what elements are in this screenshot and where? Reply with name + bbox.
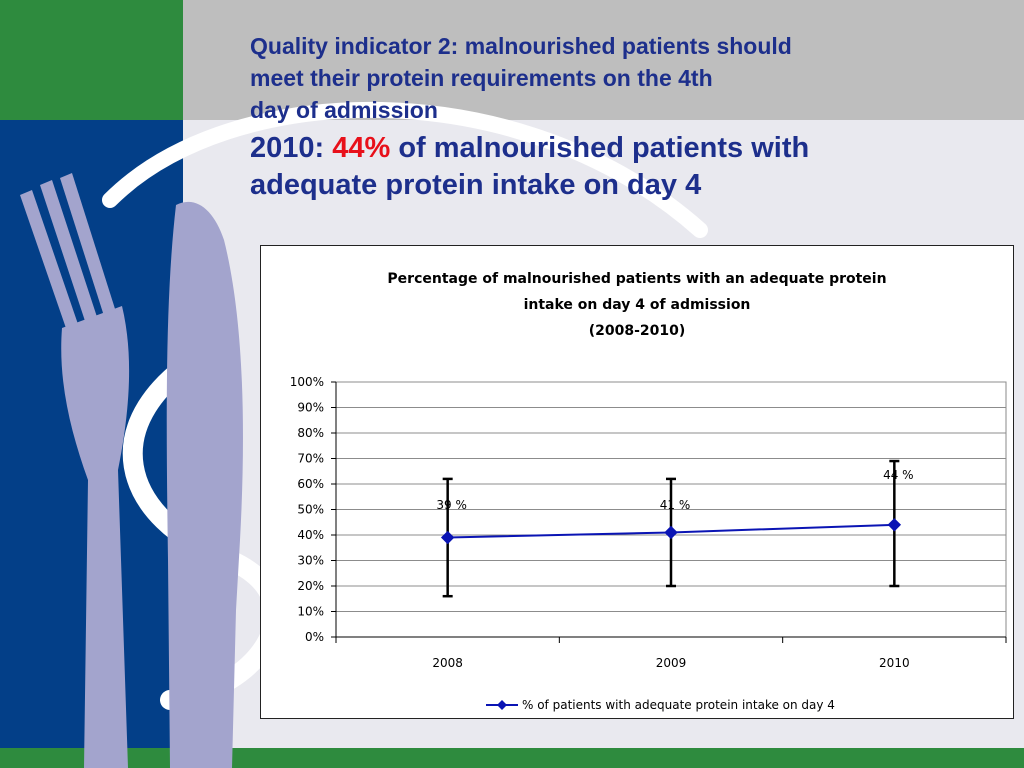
chart-title: Percentage of malnourished patients with…	[261, 266, 1013, 344]
data-point	[664, 525, 678, 540]
subtitle-prefix: 2010:	[250, 132, 333, 164]
chart-title-line: (2008-2010)	[588, 323, 686, 339]
chart-title-line: Percentage of malnourished patients with…	[387, 271, 887, 287]
subtitle-rest: of malnourished patients with	[390, 132, 810, 164]
x-tick-label: 2010	[879, 656, 910, 670]
y-tick-label: 50%	[297, 503, 324, 517]
legend-label: % of patients with adequate protein inta…	[522, 698, 835, 712]
green-top-band	[0, 0, 183, 120]
subtitle-highlight: 44%	[332, 132, 391, 164]
data-point	[887, 518, 902, 532]
y-tick-label: 100%	[290, 375, 324, 389]
x-tick-label: 2009	[656, 656, 687, 670]
x-tick-label: 2008	[432, 656, 463, 670]
grey-top-band	[183, 0, 1024, 120]
y-tick-label: 0%	[305, 630, 324, 644]
green-bottom-band	[0, 748, 1024, 768]
slide-title-line: Quality indicator 2: malnourished patien…	[250, 33, 792, 59]
y-tick-label: 40%	[297, 528, 324, 542]
slide-title: Quality indicator 2: malnourished patien…	[250, 30, 950, 126]
data-label: 39 %	[436, 498, 467, 512]
y-tick-label: 60%	[297, 477, 324, 491]
subtitle-line-1: 2010: 44% of malnourished patients with	[250, 130, 970, 167]
line-chart: 0% 10% 20% 30% 40% 50% 60% 70% 80% 90% 100% 2008 200…	[290, 375, 1007, 712]
y-tick-label: 10%	[297, 605, 324, 619]
knife-icon	[166, 201, 243, 768]
y-tick-label: 30%	[297, 554, 324, 568]
data-label: 41 %	[660, 498, 691, 512]
chart-container: Percentage of malnourished patients with…	[260, 245, 1014, 719]
plate-arc	[102, 101, 708, 238]
legend-marker	[497, 700, 507, 710]
subtitle-line-2: adequate protein intake on day 4	[250, 169, 702, 201]
slide-subtitle: 2010: 44% of malnourished patients with …	[250, 130, 970, 204]
fork-icon	[20, 173, 130, 768]
y-tick-label: 80%	[297, 426, 324, 440]
slide-title-line: day of admission	[250, 97, 438, 123]
slide-title-line: meet their protein requirements on the 4…	[250, 65, 713, 91]
y-tick-label: 20%	[297, 579, 324, 593]
data-point	[440, 530, 455, 545]
y-tick-label: 90%	[297, 401, 324, 415]
data-label: 44 %	[883, 468, 914, 482]
chart-title-line: intake on day 4 of admission	[523, 297, 751, 313]
y-tick-label: 70%	[297, 452, 324, 466]
